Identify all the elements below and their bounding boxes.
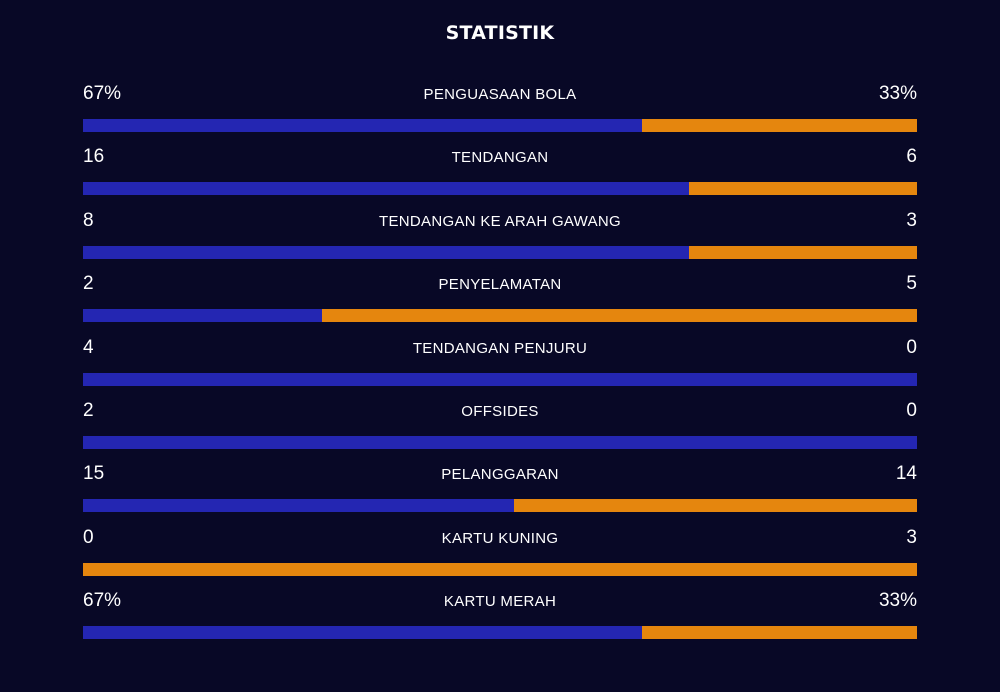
stat-row-header: 0 KARTU KUNING 3 (83, 524, 917, 554)
stat-row-header: 16 TENDANGAN 6 (83, 143, 917, 173)
stat-row: 16 TENDANGAN 6 (83, 143, 917, 206)
away-value: 3 (906, 209, 917, 231)
stat-comparison-bar (83, 499, 917, 513)
away-bar-segment (641, 119, 917, 132)
stat-label: KARTU MERAH (443, 593, 557, 611)
home-bar-segment (83, 119, 642, 132)
stat-comparison-bar (83, 245, 917, 259)
away-value: 33% (878, 590, 917, 612)
stat-label: PELANGGARAN (441, 466, 559, 484)
stat-row: 0 KARTU KUNING 3 (83, 524, 917, 587)
stat-row-header: 4 TENDANGAN PENJURU 0 (83, 334, 917, 364)
stat-comparison-bar (83, 119, 917, 132)
stat-row: 67% KARTU MERAH 33% (83, 587, 917, 650)
stat-row-header: 67% KARTU MERAH 33% (83, 587, 917, 617)
stat-comparison-bar (83, 562, 917, 576)
home-value: 2 (83, 273, 94, 295)
stat-comparison-bar (83, 435, 917, 449)
away-value: 14 (895, 463, 917, 485)
home-bar-segment (83, 372, 917, 386)
stat-label: KARTU KUNING (441, 529, 559, 547)
stat-comparison-bar (83, 372, 917, 386)
home-value: 0 (83, 526, 94, 548)
stat-row: 8 TENDANGAN KE ARAH GAWANG 3 (83, 207, 917, 270)
stat-label: TENDANGAN KE ARAH GAWANG (379, 212, 621, 230)
away-bar-segment (83, 562, 917, 576)
stat-row-header: 15 PELANGGARAN 14 (83, 460, 917, 490)
away-value: 5 (906, 273, 917, 295)
home-bar-segment (83, 309, 322, 323)
away-bar-segment (689, 245, 917, 259)
home-bar-segment (83, 182, 690, 196)
stat-row: 4 TENDANGAN PENJURU 0 (83, 334, 917, 397)
stat-row-header: 67% PENGUASAAN BOLA 33% (83, 80, 917, 110)
stat-row-header: 2 OFFSIDES 0 (83, 397, 917, 427)
home-bar-segment (83, 626, 642, 640)
away-bar-segment (514, 499, 917, 513)
stat-label: PENYELAMATAN (438, 276, 562, 294)
stats-list: 67% PENGUASAAN BOLA 33% 16 TENDANGAN 6 8 TENDAN… (83, 80, 917, 651)
stat-comparison-bar (83, 626, 917, 640)
stat-label: TENDANGAN PENJURU (412, 339, 588, 357)
stat-row: 15 PELANGGARAN 14 (83, 460, 917, 523)
home-value: 2 (83, 399, 94, 421)
stat-comparison-bar (83, 309, 917, 323)
away-value: 0 (906, 336, 917, 358)
home-value: 67% (83, 83, 122, 104)
stat-row: 2 PENYELAMATAN 5 (83, 270, 917, 333)
away-value: 6 (906, 146, 917, 168)
away-value: 3 (906, 526, 917, 548)
away-value: 0 (906, 399, 917, 421)
home-value: 67% (83, 590, 122, 612)
home-bar-segment (83, 245, 690, 259)
home-value: 16 (83, 146, 105, 168)
home-bar-segment (83, 435, 917, 449)
stat-label: OFFSIDES (461, 402, 539, 420)
stat-row-header: 8 TENDANGAN KE ARAH GAWANG 3 (83, 207, 917, 237)
home-value: 4 (83, 336, 94, 358)
home-value: 8 (83, 209, 94, 231)
stat-label: TENDANGAN (451, 149, 549, 167)
away-bar-segment (321, 309, 917, 323)
stats-title: STATISTIK (445, 22, 555, 44)
stat-row: 67% PENGUASAAN BOLA 33% (83, 80, 917, 143)
stat-label: PENGUASAAN BOLA (423, 86, 577, 103)
stat-row-header: 2 PENYELAMATAN 5 (83, 270, 917, 300)
home-value: 15 (83, 463, 105, 485)
stat-comparison-bar (83, 182, 917, 196)
stat-row: 2 OFFSIDES 0 (83, 397, 917, 460)
away-bar-segment (641, 626, 917, 640)
away-bar-segment (689, 182, 917, 196)
home-bar-segment (83, 499, 515, 513)
away-value: 33% (878, 83, 917, 104)
